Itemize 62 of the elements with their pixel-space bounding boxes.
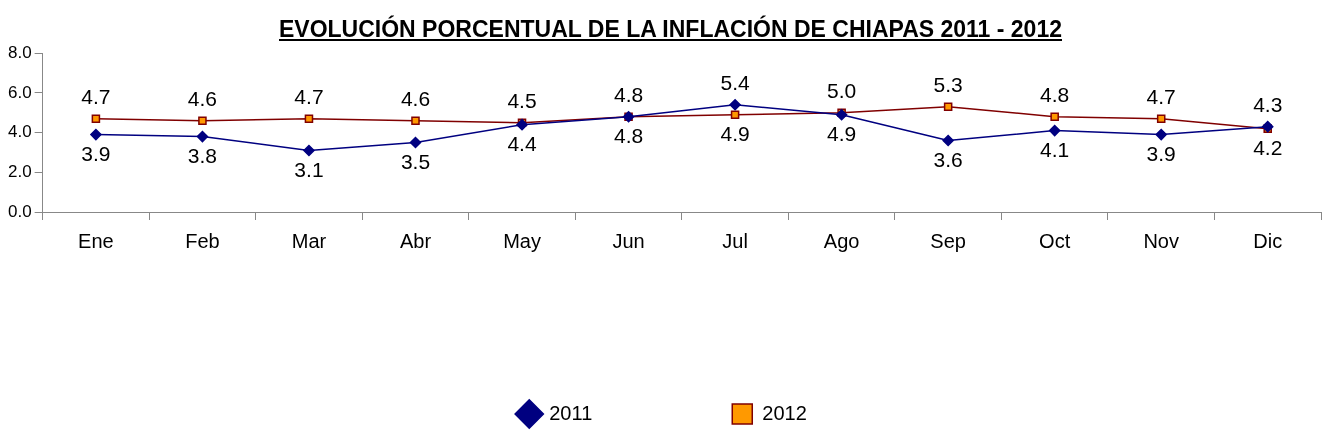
data-label: 4.8 bbox=[613, 124, 644, 148]
point bbox=[1050, 112, 1059, 122]
point bbox=[304, 114, 314, 123]
data-label: 5.4 bbox=[720, 71, 750, 95]
point bbox=[942, 134, 954, 147]
point bbox=[303, 144, 315, 157]
point bbox=[1155, 128, 1167, 141]
data-label: 3.9 bbox=[1146, 141, 1176, 165]
data-label: 4.4 bbox=[507, 131, 537, 155]
y-tick-label: 8.0 bbox=[7, 42, 32, 62]
data-label: 4.9 bbox=[720, 122, 750, 146]
y-tick-label: 4.0 bbox=[7, 122, 32, 142]
point bbox=[198, 116, 207, 125]
x-tick-label: Ago bbox=[823, 229, 860, 252]
point bbox=[411, 116, 420, 125]
y-tick-label: 0.0 bbox=[7, 201, 32, 221]
chart-title: EVOLUCIÓN PORCENTUAL DE LA INFLACIÓN DE CHIAPAS 2011 - 2012 bbox=[278, 16, 1063, 43]
point bbox=[90, 128, 102, 141]
data-label: 4.8 bbox=[1040, 83, 1070, 107]
data-label: 5.3 bbox=[933, 73, 963, 97]
data-label: 4.7 bbox=[81, 85, 111, 108]
x-tick-label: Abr bbox=[399, 229, 432, 252]
data-label: 4.6 bbox=[187, 86, 218, 110]
data-label: 4.8 bbox=[613, 83, 644, 107]
x-tick-label: Sep bbox=[930, 229, 966, 252]
data-label: 4.9 bbox=[827, 122, 857, 146]
data-label: 4.6 bbox=[400, 86, 431, 110]
x-tick-label: Ene bbox=[78, 229, 114, 252]
x-tick-label: May bbox=[503, 229, 541, 252]
data-label: 5.0 bbox=[827, 79, 857, 103]
data-label: 3.8 bbox=[187, 143, 218, 167]
y-tick-label: 2.0 bbox=[7, 161, 32, 181]
data-label: 4.3 bbox=[1253, 92, 1283, 116]
legend-label: 2012 bbox=[762, 401, 807, 424]
x-tick-label: Oct bbox=[1039, 229, 1071, 252]
x-tick-label: Jun bbox=[612, 229, 645, 252]
point bbox=[729, 99, 741, 111]
x-tick-label: Mar bbox=[291, 229, 327, 252]
point bbox=[91, 114, 101, 123]
point bbox=[1156, 114, 1166, 123]
data-label: 3.1 bbox=[294, 157, 324, 181]
point bbox=[196, 130, 209, 143]
legend-label: 2011 bbox=[549, 401, 593, 424]
data-label: 4.2 bbox=[1253, 135, 1283, 159]
x-tick-label: Dic bbox=[1253, 229, 1283, 252]
y-tick-label: 6.0 bbox=[7, 82, 32, 102]
data-label: 4.1 bbox=[1040, 137, 1070, 161]
x-tick-label: Jul bbox=[722, 229, 748, 252]
point bbox=[1261, 120, 1274, 133]
data-label: 4.7 bbox=[294, 85, 324, 108]
x-tick-label: Feb bbox=[185, 229, 220, 252]
data-label: 4.7 bbox=[1146, 85, 1176, 108]
data-label: 3.9 bbox=[81, 141, 111, 165]
point bbox=[1048, 124, 1061, 137]
x-tick-label: Nov bbox=[1143, 229, 1179, 252]
point bbox=[943, 102, 953, 112]
data-label: 4.5 bbox=[507, 88, 537, 112]
data-label: 3.6 bbox=[933, 147, 963, 171]
point bbox=[516, 118, 528, 131]
point bbox=[409, 136, 422, 149]
data-label: 3.5 bbox=[400, 149, 431, 173]
point bbox=[730, 110, 740, 120]
